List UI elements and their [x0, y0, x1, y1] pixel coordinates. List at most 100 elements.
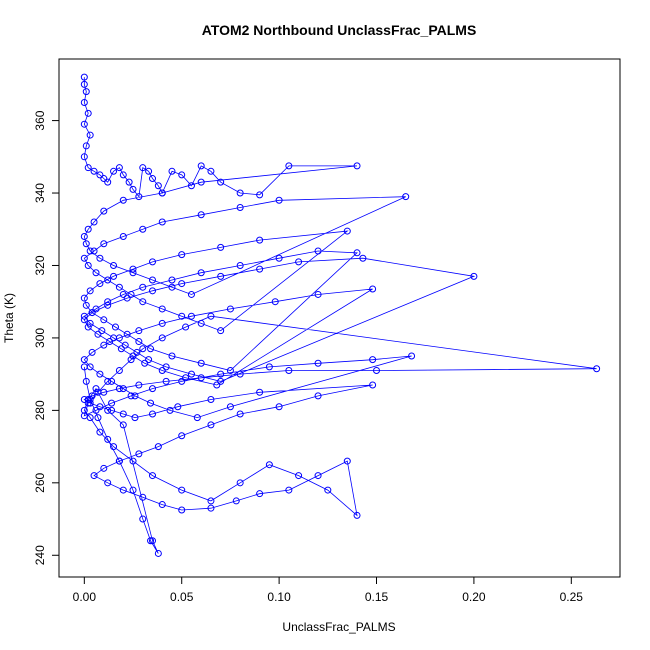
data-point — [84, 399, 92, 407]
data-point — [168, 283, 176, 291]
data-point — [119, 232, 127, 240]
data-point — [147, 345, 155, 353]
data-point — [104, 276, 112, 284]
data-point — [104, 435, 112, 443]
data-point — [100, 175, 108, 183]
data-point — [108, 377, 116, 385]
data-point — [139, 283, 147, 291]
data-point — [343, 457, 351, 465]
data-point — [139, 515, 147, 523]
data-point — [343, 227, 351, 235]
data-point — [115, 367, 123, 375]
data-point — [84, 225, 92, 233]
data-point — [187, 182, 195, 190]
x-tick-label: 0.25 — [560, 590, 584, 604]
data-point — [149, 276, 156, 284]
data-point — [96, 403, 104, 411]
data-point — [178, 280, 186, 288]
data-point — [104, 377, 112, 385]
data-point — [149, 537, 156, 545]
data-point — [182, 374, 190, 382]
data-point — [265, 363, 273, 371]
data-point — [162, 363, 170, 371]
data-point — [80, 316, 88, 324]
data-point — [104, 479, 112, 487]
data-point — [178, 377, 186, 385]
data-point — [187, 290, 195, 298]
data-point — [207, 396, 215, 404]
data-point — [80, 80, 88, 88]
data-point — [135, 193, 143, 201]
data-point — [82, 301, 90, 309]
data-point — [256, 388, 264, 396]
data-point — [593, 365, 601, 373]
data-point — [80, 232, 88, 240]
data-point — [353, 511, 361, 519]
data-series — [80, 73, 601, 557]
data-point — [86, 399, 94, 407]
data-point — [123, 294, 131, 302]
data-point — [178, 486, 186, 494]
data-point — [104, 178, 112, 186]
data-point — [127, 356, 135, 364]
data-point — [145, 167, 153, 175]
data-point — [82, 377, 90, 385]
data-point — [82, 88, 90, 96]
data-point — [275, 196, 283, 204]
data-point — [149, 287, 156, 295]
data-point — [373, 367, 381, 375]
data-point — [135, 381, 143, 389]
data-point — [139, 225, 147, 233]
data-point — [100, 240, 108, 248]
data-point — [353, 249, 361, 257]
data-point — [84, 323, 92, 331]
data-point — [353, 162, 361, 170]
data-point — [129, 457, 137, 465]
data-point — [127, 392, 135, 400]
data-point — [139, 493, 147, 501]
data-point — [84, 109, 92, 117]
data-point — [168, 352, 176, 360]
data-point — [178, 171, 186, 179]
data-point — [90, 247, 98, 255]
data-point — [104, 406, 112, 414]
data-point — [86, 396, 94, 404]
x-axis-label: UnclassFrac_PALMS — [282, 620, 395, 634]
data-point — [314, 247, 322, 255]
data-point — [236, 189, 244, 197]
data-point — [129, 486, 137, 494]
data-point — [100, 464, 108, 472]
data-point — [197, 269, 205, 277]
data-point — [232, 497, 240, 505]
data-point — [207, 421, 215, 429]
data-point — [256, 191, 264, 199]
data-point — [80, 98, 88, 106]
data-point — [88, 309, 96, 317]
data-point — [236, 204, 244, 212]
data-point — [111, 323, 119, 331]
data-point — [158, 367, 166, 375]
data-point — [158, 334, 166, 342]
data-point — [178, 432, 186, 440]
data-point — [197, 359, 205, 367]
data-point — [82, 240, 90, 248]
data-point — [369, 285, 377, 293]
data-point — [197, 162, 205, 170]
data-point — [162, 377, 170, 385]
data-point — [86, 319, 94, 327]
y-tick-label: 340 — [33, 183, 47, 203]
data-point — [149, 385, 156, 393]
data-point — [275, 403, 283, 411]
data-point — [90, 218, 98, 226]
data-point — [115, 283, 123, 291]
data-point — [207, 497, 215, 505]
data-point — [369, 381, 377, 389]
data-point — [115, 334, 123, 342]
data-point — [80, 254, 88, 262]
data-point — [96, 370, 104, 378]
data-point — [265, 461, 273, 469]
data-point — [314, 290, 322, 298]
data-point — [92, 406, 100, 414]
data-point — [131, 414, 139, 422]
data-point — [145, 356, 153, 364]
